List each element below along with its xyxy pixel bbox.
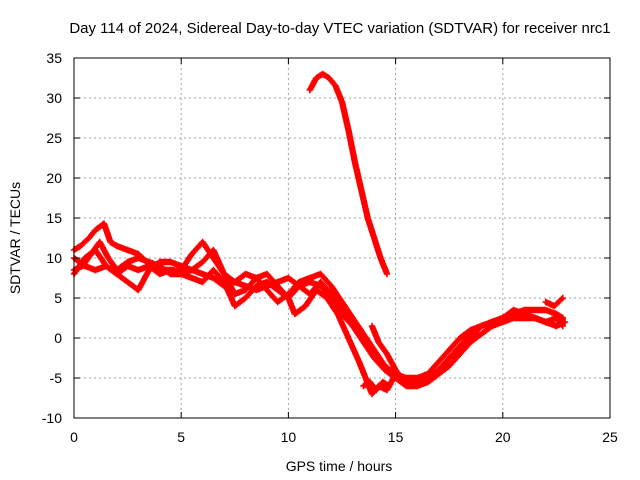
y-tick-label: 0 xyxy=(54,330,62,346)
data-markers xyxy=(70,70,569,398)
y-tick-label: 15 xyxy=(46,210,62,226)
y-tick-label: -5 xyxy=(50,370,63,386)
x-tick-label: 5 xyxy=(177,429,185,445)
data-marker-trace xyxy=(360,378,393,394)
y-tick-label: 35 xyxy=(46,50,62,66)
x-tick-label: 0 xyxy=(70,429,78,445)
y-tick-label: 10 xyxy=(46,250,62,266)
grid xyxy=(74,58,610,418)
y-tick-label: -10 xyxy=(42,410,62,426)
x-tick-label: 20 xyxy=(495,429,511,445)
data-marker-trace xyxy=(542,294,566,310)
x-tick-label: 10 xyxy=(281,429,297,445)
x-tick-label: 15 xyxy=(388,429,404,445)
x-tick-label: 25 xyxy=(602,429,618,445)
data-marker-trace xyxy=(306,70,391,278)
x-axis-label: GPS time / hours xyxy=(286,458,393,474)
series-track-6 xyxy=(360,378,393,394)
chart-title: Day 114 of 2024, Sidereal Day-to-day VTE… xyxy=(69,20,610,37)
y-tick-label: 30 xyxy=(46,90,62,106)
y-tick-label: 5 xyxy=(54,290,62,306)
series-track-high xyxy=(306,70,391,278)
series-track-5 xyxy=(368,322,408,386)
y-axis-label: SDTVAR / TECUs xyxy=(7,182,23,294)
axis-ticks: 0 5 10 15 20 25 -10 -5 0 5 10 15 20 25 30 35 xyxy=(42,50,618,445)
series-track-7 xyxy=(542,294,566,310)
y-tick-label: 25 xyxy=(46,130,62,146)
plot-frame xyxy=(73,57,611,419)
data-marker-trace xyxy=(368,322,408,386)
y-tick-label: 20 xyxy=(46,170,62,186)
